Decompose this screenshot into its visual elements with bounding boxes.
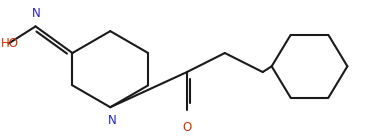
Text: O: O (182, 122, 192, 135)
Text: HO: HO (1, 37, 19, 50)
Text: N: N (32, 7, 41, 20)
Text: N: N (108, 114, 117, 127)
